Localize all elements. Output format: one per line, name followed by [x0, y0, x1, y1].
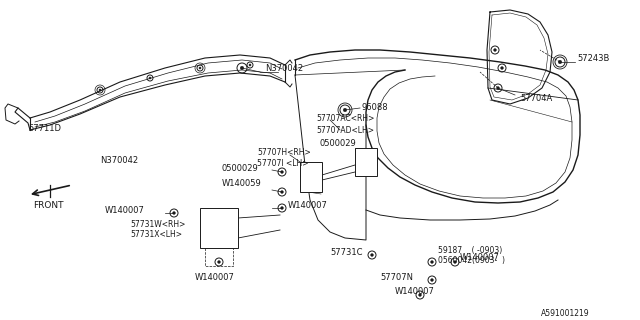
Circle shape — [99, 89, 101, 91]
Text: 57707N: 57707N — [380, 274, 413, 283]
Circle shape — [558, 60, 562, 64]
Circle shape — [199, 67, 201, 69]
Text: 57707AD<LH>: 57707AD<LH> — [316, 125, 374, 134]
Circle shape — [493, 49, 497, 52]
Circle shape — [497, 87, 499, 89]
Circle shape — [419, 294, 421, 296]
Bar — [300, 162, 322, 192]
Circle shape — [240, 66, 244, 70]
Text: 57731X<LH>: 57731X<LH> — [130, 229, 182, 238]
Circle shape — [149, 77, 151, 79]
Text: W140007: W140007 — [395, 287, 435, 297]
Circle shape — [454, 260, 456, 263]
Text: 0500029: 0500029 — [320, 139, 356, 148]
Circle shape — [431, 260, 433, 263]
Circle shape — [371, 254, 373, 256]
Circle shape — [343, 108, 347, 112]
Text: 57707I <LH>: 57707I <LH> — [257, 158, 308, 167]
Circle shape — [218, 260, 220, 263]
Bar — [355, 148, 377, 176]
Text: W140059: W140059 — [222, 179, 262, 188]
Text: N370042: N370042 — [100, 156, 138, 164]
Circle shape — [249, 64, 251, 66]
Circle shape — [431, 279, 433, 281]
Text: 57243B: 57243B — [577, 53, 609, 62]
Text: W140007: W140007 — [288, 201, 328, 210]
Text: 57731W<RH>: 57731W<RH> — [130, 220, 186, 228]
Text: A591001219: A591001219 — [541, 308, 590, 317]
Text: W140007: W140007 — [460, 253, 500, 262]
Text: 57707AC<RH>: 57707AC<RH> — [316, 114, 374, 123]
Circle shape — [280, 207, 284, 209]
Text: 57711D: 57711D — [28, 124, 61, 132]
Text: 57704A: 57704A — [520, 93, 552, 102]
Text: 0500029: 0500029 — [222, 164, 259, 172]
Text: 59187    ( -0903): 59187 ( -0903) — [438, 245, 502, 254]
Text: 57731C: 57731C — [330, 247, 362, 257]
Text: 0560042(0903-  ): 0560042(0903- ) — [438, 255, 505, 265]
Bar — [200, 208, 238, 248]
Text: W140007: W140007 — [195, 274, 235, 283]
Text: W140007: W140007 — [105, 205, 145, 214]
Text: 96088: 96088 — [362, 102, 388, 111]
Text: 57707H<RH>: 57707H<RH> — [257, 148, 311, 156]
Text: FRONT: FRONT — [33, 201, 63, 210]
Circle shape — [280, 171, 284, 173]
Circle shape — [173, 212, 175, 214]
Circle shape — [500, 67, 504, 69]
Circle shape — [280, 191, 284, 193]
Text: N370042: N370042 — [265, 63, 303, 73]
